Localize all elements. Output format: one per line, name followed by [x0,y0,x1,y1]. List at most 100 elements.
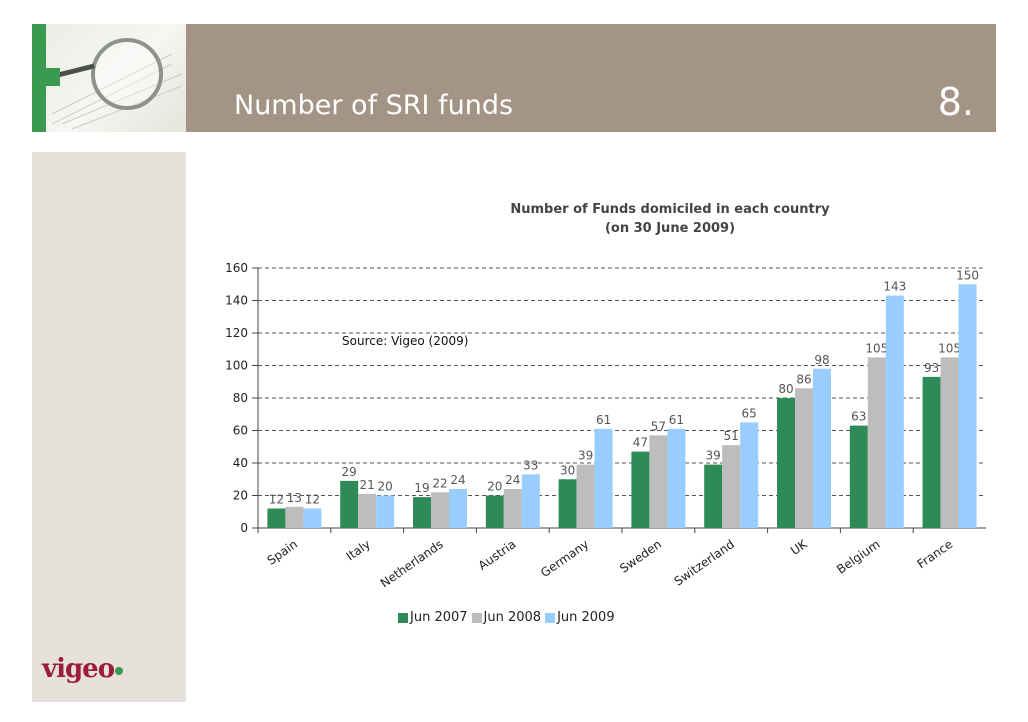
bar [958,284,977,528]
header-bar: Number of SRI funds 8. [186,24,996,132]
data-label: 20 [378,480,393,494]
data-label: 57 [651,419,666,433]
data-label: 39 [578,449,593,463]
data-label: 80 [778,382,793,396]
page-title: Number of SRI funds [234,90,514,121]
bar [431,492,449,528]
chart-title-line: Number of Funds domiciled in each countr… [510,202,830,217]
data-label: 86 [796,372,811,386]
sidebar: vigeo [32,152,186,702]
bar [413,497,431,528]
x-tick-label: Switzerland [672,537,737,589]
bar [485,495,504,528]
data-label: 24 [450,473,465,487]
accent-strip [32,24,46,132]
data-label: 61 [596,413,611,427]
bar [885,295,904,528]
bar [631,451,650,528]
data-label: 30 [560,463,575,477]
data-label: 47 [633,436,648,450]
bar [849,425,868,528]
bar [267,508,286,528]
x-tick-label: Netherlands [378,537,446,590]
data-label: 65 [742,406,757,420]
x-tick-label: France [915,537,956,571]
bar [777,398,795,528]
x-tick-label: Sweden [617,537,664,576]
legend-label: Jun 2009 [557,610,615,625]
chart-title: Number of Funds domiciled in each countr… [400,200,940,238]
legend-item: Jun 2009 [545,610,615,625]
bar [358,493,377,528]
data-label: 98 [814,353,829,367]
chart-legend: Jun 2007 Jun 2008 Jun 2009 [398,610,615,625]
header-image [32,24,186,132]
data-label: 150 [956,268,979,282]
x-tick-label: Italy [344,537,373,563]
bar [813,368,831,528]
legend-swatch [471,612,482,623]
data-label: 93 [924,361,939,375]
data-label: 12 [305,493,320,507]
data-label: 61 [669,413,684,427]
data-label: 29 [342,465,357,479]
bar [795,388,813,528]
legend-item: Jun 2007 [398,610,468,625]
bar [449,489,467,528]
bar [649,435,668,528]
data-label: 105 [865,341,888,355]
bar [285,506,304,528]
x-tick-label: UK [788,536,811,558]
y-tick-label: 120 [225,326,248,340]
chart-subtitle: (on 30 June 2009) [604,221,736,236]
data-label: 22 [432,476,447,490]
magnifier-icon [46,38,183,130]
bar [576,464,595,528]
x-tick-label: Spain [265,537,300,568]
y-tick-label: 60 [233,424,248,438]
x-tick-label: Germany [538,537,591,580]
x-tick-label: Austria [476,537,519,573]
legend-swatch [398,612,408,623]
bar [340,480,359,528]
legend-item: Jun 2008 [471,610,541,625]
slide-number: 8. [937,80,974,124]
legend-swatch [545,612,556,623]
data-label: 19 [414,481,429,495]
data-label: 51 [724,429,739,443]
data-label: 105 [938,341,961,355]
data-label: 20 [487,480,502,494]
bar [922,376,941,528]
y-tick-label: 140 [225,294,248,308]
source-note: Source: Vigeo (2009) [342,334,469,348]
logo-dot [115,667,124,675]
y-tick-label: 40 [233,456,248,470]
data-label: 12 [269,493,284,507]
vigeo-logo: vigeo [42,654,124,684]
x-tick-label: Belgium [834,537,882,577]
y-tick-label: 160 [225,261,248,275]
bar [867,357,886,528]
data-label: 39 [706,449,721,463]
bar [594,428,613,528]
bar [303,508,322,528]
data-label: 21 [360,478,375,492]
bar [940,357,959,528]
y-tick-label: 0 [240,521,248,535]
data-label: 143 [883,280,906,294]
y-tick-label: 100 [225,359,248,373]
y-tick-label: 80 [233,391,248,405]
data-label: 13 [287,491,302,505]
bar [722,445,741,528]
bar [503,489,522,528]
legend-label: Jun 2007 [410,610,468,625]
bar [521,474,540,528]
bar [704,464,723,528]
data-label: 33 [523,458,538,472]
data-label: 24 [505,473,520,487]
bar [376,495,395,528]
bar [558,479,577,528]
bar [667,428,686,528]
data-label: 63 [851,410,866,424]
